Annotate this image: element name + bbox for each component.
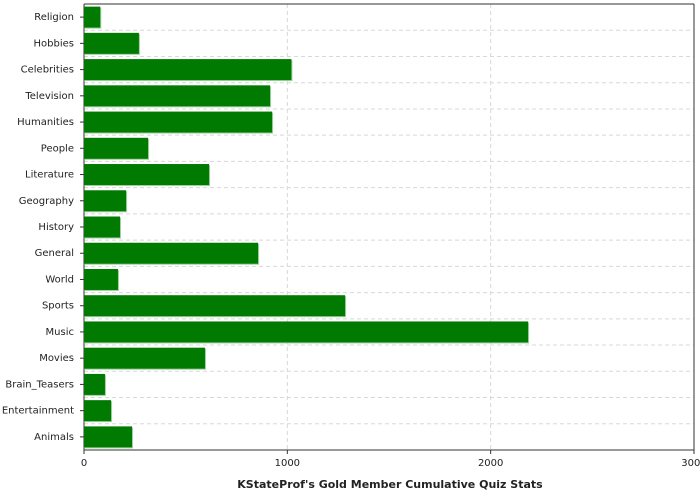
bar	[84, 347, 205, 369]
y-tick-label: Music	[46, 327, 74, 338]
bar	[84, 32, 139, 54]
x-axis-label: KStateProf's Gold Member Cumulative Quiz…	[237, 478, 543, 491]
y-tick-label: World	[45, 274, 74, 285]
y-tick-label: Television	[24, 91, 74, 102]
y-tick-label: Humanities	[17, 117, 74, 128]
x-tick-label: 2000	[478, 458, 503, 469]
y-tick-label: Brain_Teasers	[5, 379, 74, 390]
bar	[84, 111, 273, 133]
bar	[84, 295, 346, 317]
bar	[84, 59, 292, 81]
x-tick-label: 0	[81, 458, 87, 469]
bar	[84, 164, 210, 186]
bar	[84, 373, 105, 395]
y-tick-label: Movies	[39, 353, 74, 364]
bar	[84, 426, 132, 448]
x-tick-label: 3000	[681, 458, 700, 469]
bar	[84, 216, 120, 238]
bar	[84, 6, 101, 28]
bar	[84, 400, 112, 422]
bar	[84, 137, 149, 159]
y-tick-label: Hobbies	[34, 38, 74, 49]
bar	[84, 321, 529, 343]
bar	[84, 85, 271, 107]
bar	[84, 190, 127, 212]
bar	[84, 242, 259, 264]
y-tick-label: Celebrities	[21, 65, 74, 76]
y-tick-label: History	[38, 222, 74, 233]
x-tick-label: 1000	[275, 458, 300, 469]
y-tick-label: Animals	[34, 432, 74, 443]
bar	[84, 268, 118, 290]
y-tick-label: Entertainment	[2, 406, 74, 417]
y-tick-label: General	[35, 248, 74, 259]
y-tick-label: People	[41, 143, 74, 154]
y-tick-label: Religion	[34, 12, 74, 23]
y-tick-label: Literature	[25, 170, 74, 181]
y-tick-label: Geography	[19, 196, 74, 207]
y-tick-label: Sports	[42, 301, 74, 312]
